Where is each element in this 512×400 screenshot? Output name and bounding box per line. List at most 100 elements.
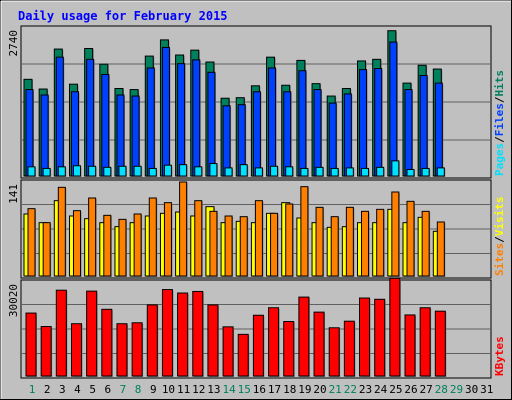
bar-kbytes-day-2: [40, 326, 52, 377]
bar-kbytes-day-3: [55, 289, 67, 377]
bar-files-day-17: [268, 67, 277, 177]
bar-files-day-27: [419, 75, 428, 177]
y-max-label-hits: 2740: [7, 30, 20, 57]
bar-files-day-25: [389, 41, 398, 177]
x-label-day-5: 5: [89, 383, 96, 396]
bar-files-day-19: [298, 70, 307, 177]
bar-sites-day-14: [224, 215, 233, 277]
x-label-day-29: 29: [450, 383, 463, 396]
bar-files-day-2: [40, 94, 49, 177]
bar-sites-day-15: [239, 216, 248, 277]
bar-sites-day-11: [179, 181, 188, 277]
x-label-day-16: 16: [253, 383, 266, 396]
bar-pages-day-5: [88, 165, 97, 177]
x-label-day-14: 14: [222, 383, 236, 396]
bar-pages-day-12: [194, 166, 203, 177]
legend-entry-sites: Sites: [493, 243, 506, 276]
legend-text: Sites/Visits: [493, 197, 506, 277]
legend-hits-files-pages: Pages/Files/Hits: [493, 70, 506, 176]
bar-kbytes-day-16: [252, 314, 264, 377]
legend-entry-files: Files: [493, 103, 506, 136]
bar-pages-day-6: [103, 166, 112, 177]
bar-sites-day-25: [391, 191, 400, 277]
bar-files-day-18: [283, 91, 292, 177]
bar-pages-day-10: [163, 164, 172, 177]
bar-sites-day-3: [57, 186, 66, 277]
legend-text: KBytes: [493, 336, 506, 376]
bar-files-day-12: [192, 59, 201, 177]
bar-sites-day-19: [300, 186, 309, 277]
bar-kbytes-day-1: [25, 312, 37, 377]
bar-files-day-11: [177, 63, 186, 177]
bar-pages-day-22: [345, 167, 354, 177]
x-label-day-2: 2: [44, 383, 51, 396]
bar-pages-day-15: [239, 164, 248, 177]
x-label-day-11: 11: [177, 383, 190, 396]
bar-pages-day-25: [391, 160, 400, 177]
bar-sites-day-13: [209, 210, 218, 277]
bar-kbytes-day-18: [283, 321, 295, 377]
bar-sites-day-6: [103, 214, 112, 277]
panel-hits-frame: [20, 25, 492, 179]
bar-sites-day-9: [148, 197, 157, 277]
bar-files-day-1: [25, 89, 34, 177]
bar-kbytes-day-25: [389, 277, 401, 377]
x-label-day-12: 12: [192, 383, 205, 396]
bar-kbytes-day-9: [146, 304, 158, 377]
bar-kbytes-day-11: [177, 292, 189, 377]
bar-pages-day-23: [361, 167, 370, 177]
legend-entry-: /: [493, 136, 506, 143]
bar-pages-day-13: [209, 163, 218, 177]
bar-kbytes-day-12: [192, 290, 204, 377]
x-label-day-26: 26: [404, 383, 417, 396]
bar-sites-day-7: [118, 218, 127, 277]
bar-sites-day-4: [72, 210, 81, 277]
x-label-day-31: 31: [480, 383, 493, 396]
bar-files-day-4: [70, 91, 79, 177]
x-label-day-3: 3: [59, 383, 66, 396]
bar-files-day-26: [404, 89, 413, 177]
bar-pages-day-17: [270, 165, 279, 177]
chart-title: Daily usage for February 2015: [18, 9, 228, 23]
bar-pages-day-20: [315, 166, 324, 177]
x-label-day-22: 22: [344, 383, 357, 396]
bar-sites-day-17: [270, 212, 279, 277]
bar-pages-day-28: [436, 167, 445, 177]
legend-text: Pages/Files/Hits: [493, 70, 506, 176]
x-label-day-21: 21: [329, 383, 342, 396]
x-label-day-24: 24: [374, 383, 388, 396]
x-label-day-18: 18: [283, 383, 296, 396]
bar-pages-day-24: [376, 166, 385, 177]
legend-entry-: /: [493, 236, 506, 243]
x-label-day-15: 15: [238, 383, 251, 396]
x-label-day-20: 20: [313, 383, 326, 396]
bar-pages-day-2: [42, 167, 51, 177]
bar-sites-day-26: [406, 200, 415, 277]
bar-files-day-6: [101, 73, 110, 177]
bar-files-day-28: [434, 82, 443, 177]
bar-files-day-10: [161, 46, 170, 177]
bar-kbytes-day-28: [434, 310, 446, 377]
y-max-label-visits: 141: [7, 184, 20, 204]
bar-kbytes-day-21: [328, 327, 340, 377]
bar-kbytes-day-17: [268, 307, 280, 377]
bar-kbytes-day-24: [374, 298, 386, 377]
x-label-day-13: 13: [207, 383, 220, 396]
bar-pages-day-4: [72, 165, 81, 177]
x-label-day-30: 30: [465, 383, 478, 396]
x-axis-day-labels: 1 2 3 4 5 6 7 8 9 10 11 12 13 14 15 16 17 18 19 20 21 22 23 24 2…: [29, 383, 494, 396]
bar-sites-day-21: [330, 216, 339, 277]
bar-pages-day-3: [57, 166, 66, 177]
bar-kbytes-day-14: [222, 326, 234, 377]
bar-kbytes-day-19: [298, 296, 310, 377]
bar-sites-day-27: [421, 210, 430, 277]
bar-pages-day-11: [179, 164, 188, 177]
bar-kbytes-day-4: [70, 323, 82, 377]
x-label-day-28: 28: [435, 383, 448, 396]
x-label-day-10: 10: [162, 383, 175, 396]
bar-kbytes-day-26: [404, 314, 416, 377]
bar-pages-day-7: [118, 165, 127, 177]
bar-files-day-23: [359, 69, 368, 177]
bar-kbytes-day-15: [237, 333, 249, 377]
bar-kbytes-day-23: [359, 297, 371, 377]
